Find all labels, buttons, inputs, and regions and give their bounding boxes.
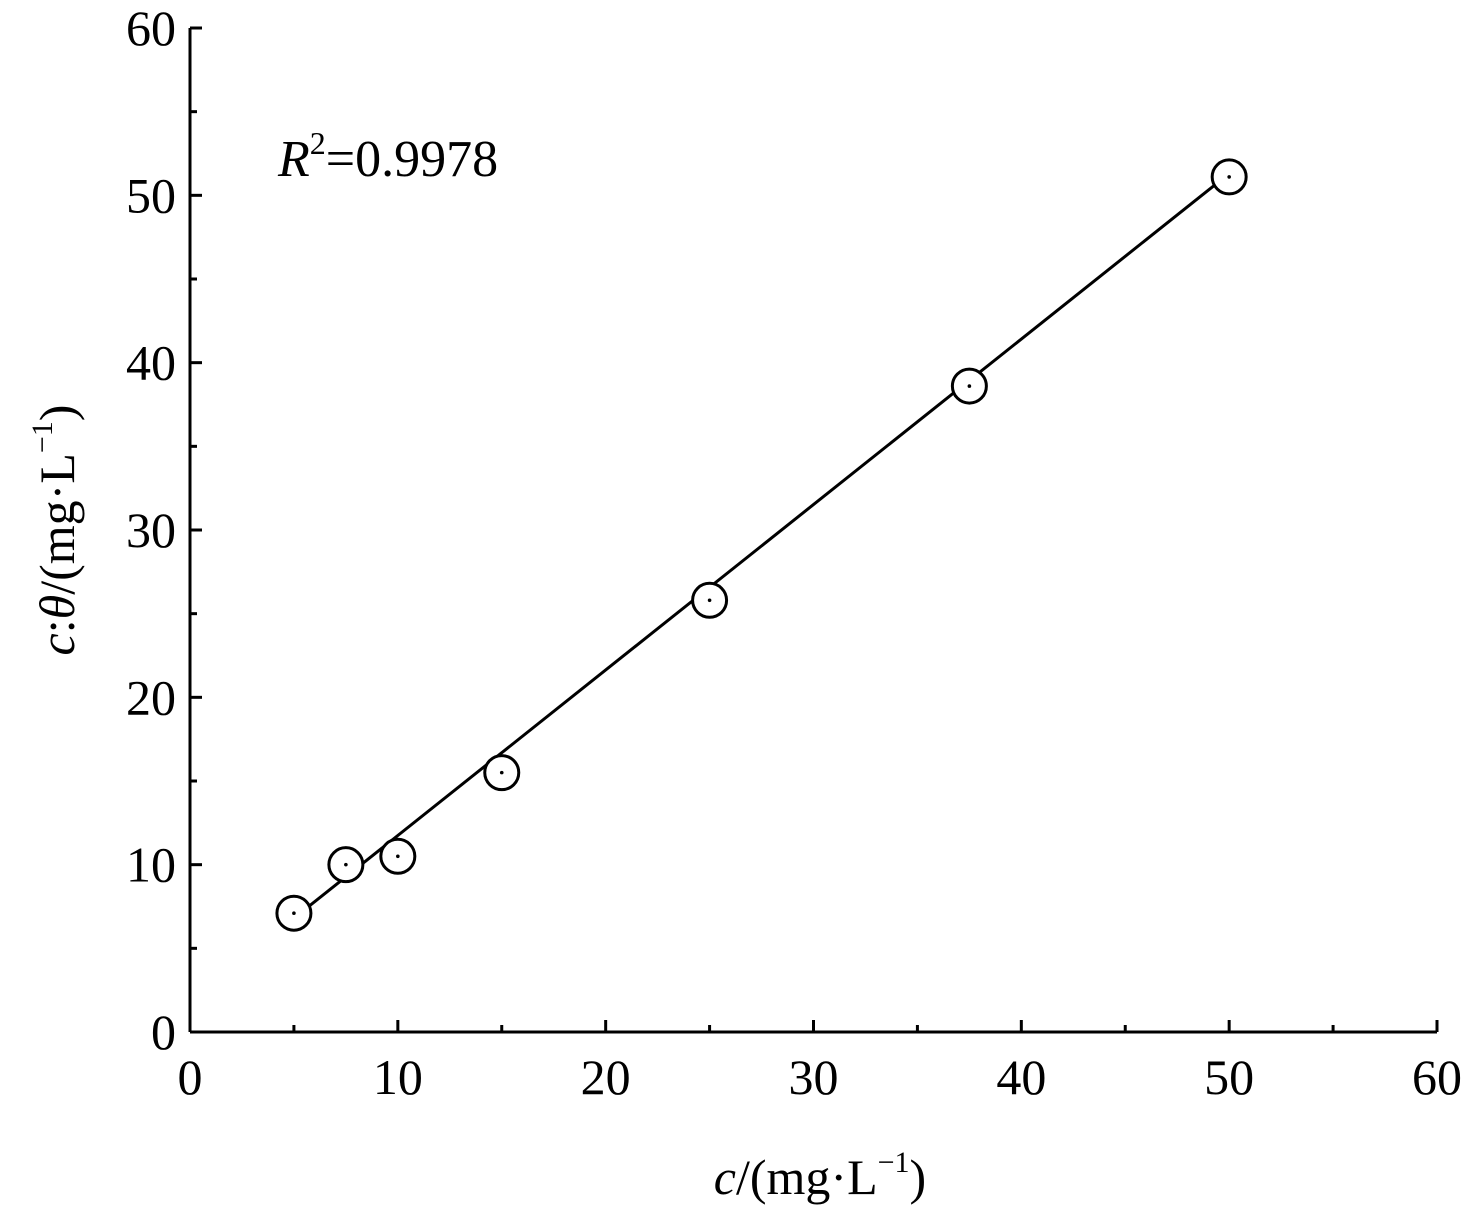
data-point-center [499,770,504,775]
y-axis-label-unit: /(mg·L [29,453,85,595]
x-tick-label: 10 [373,1049,423,1105]
y-tick-label: 40 [126,335,176,391]
x-tick-label: 30 [789,1049,839,1105]
y-axis-label-var1: c [29,633,85,655]
data-point-center [292,911,296,915]
y-tick-label: 30 [126,502,176,558]
data-point-center [1227,175,1231,179]
data-points [275,158,1248,932]
r-squared-sup: 2 [310,125,326,161]
y-axis-label-close: ) [29,405,85,422]
x-axis-label-close: ) [910,1149,927,1205]
y-axis-label-sup: −1 [26,421,59,453]
x-axis-label: c/(mg·L−1) [714,1146,926,1205]
r-squared-annotation: R2=0.9978 [277,125,498,188]
data-point [275,894,313,932]
x-tick-label: 20 [581,1049,631,1105]
y-axis-label-sep: : [29,619,85,633]
data-point [950,367,988,405]
data-point [483,754,521,792]
data-point [1210,158,1248,196]
y-tick-label: 10 [126,837,176,893]
r-squared-var: R [277,131,310,188]
data-point [327,846,365,884]
data-point [379,837,417,875]
y-tick-label: 60 [126,0,176,56]
data-point [691,581,729,619]
ticks: 0 10 20 30 40 50 60 0 10 20 30 40 50 60 [126,0,1462,1105]
data-point-center [396,854,400,859]
r-squared-value: =0.9978 [326,131,498,188]
data-point-center [344,862,348,867]
data-point-center [967,384,972,388]
y-tick-label: 50 [126,167,176,223]
y-axis-label-var2: θ [29,595,85,620]
x-tick-label: 40 [996,1049,1046,1105]
fit-line [292,172,1231,920]
x-tick-label: 50 [1204,1049,1254,1105]
y-tick-label: 0 [151,1004,176,1060]
x-tick-label: 0 [178,1049,203,1105]
x-axis-label-unit: /(mg·L [736,1149,878,1205]
x-axis-label-var: c [714,1149,736,1205]
fit-line-group [292,172,1231,920]
x-tick-label: 60 [1412,1049,1462,1105]
y-axis-label: c:θ/(mg·L−1) [26,405,85,656]
x-axis-label-sup: −1 [878,1146,910,1179]
data-point-center [707,598,712,603]
y-tick-label: 20 [126,669,176,725]
